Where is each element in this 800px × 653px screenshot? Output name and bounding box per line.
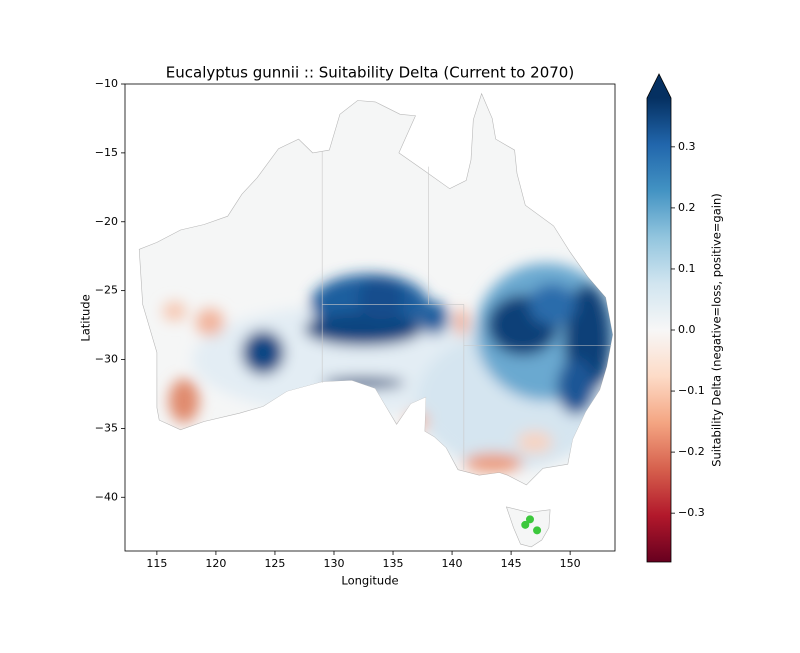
suitability-blob <box>528 283 577 326</box>
suitability-blob <box>357 275 405 320</box>
colorbar-tick-label: −0.1 <box>678 384 705 397</box>
y-axis-label: Latitude <box>79 294 93 341</box>
suitability-blob <box>304 312 423 346</box>
y-tick-label: −20 <box>95 215 118 228</box>
y-tick-label: −30 <box>95 353 118 366</box>
colorbar-tick-label: 0.0 <box>678 323 696 336</box>
suitability-blob <box>162 301 187 321</box>
colorbar-extend <box>647 74 671 98</box>
x-tick-label: 135 <box>383 557 404 570</box>
colorbar-label: Suitability Delta (negative=loss, positi… <box>710 193 724 467</box>
tas-patch <box>533 526 542 535</box>
suitability-blob <box>454 308 469 337</box>
suitability-blob <box>195 308 225 337</box>
suitability-blob <box>463 453 523 473</box>
y-tick-label: −15 <box>95 146 118 159</box>
colorbar-tick-label: 0.2 <box>678 201 696 214</box>
x-tick-label: 130 <box>323 557 344 570</box>
suitability-blob <box>241 330 285 375</box>
tas-patch <box>525 515 534 524</box>
chart-title: Eucalyptus gunnii :: Suitability Delta (… <box>166 64 574 82</box>
y-tick-label: −10 <box>95 77 118 90</box>
plot-frame <box>124 83 616 552</box>
suitability-blob <box>420 301 449 335</box>
colorbar-tick-label: 0.3 <box>678 140 696 153</box>
x-tick-label: 140 <box>442 557 463 570</box>
x-tick-label: 150 <box>560 557 581 570</box>
suitability-blob <box>168 378 200 423</box>
colorbar-tick-label: 0.1 <box>678 262 696 275</box>
colorbar-tick-label: −0.2 <box>678 445 705 458</box>
y-tick-label: −25 <box>95 284 118 297</box>
suitability-blob <box>517 431 553 454</box>
suitability-blob <box>322 377 405 389</box>
suitability-blob <box>557 359 595 415</box>
x-tick-label: 115 <box>146 557 167 570</box>
colorbar <box>647 98 671 562</box>
y-tick-label: −40 <box>95 490 118 503</box>
x-tick-label: 120 <box>205 557 226 570</box>
x-tick-label: 145 <box>501 557 522 570</box>
y-tick-label: −35 <box>95 421 118 434</box>
x-axis-label: Longitude <box>341 574 398 588</box>
colorbar-tick-label: −0.3 <box>678 506 705 519</box>
x-tick-label: 125 <box>264 557 285 570</box>
tas-patch <box>521 520 530 529</box>
